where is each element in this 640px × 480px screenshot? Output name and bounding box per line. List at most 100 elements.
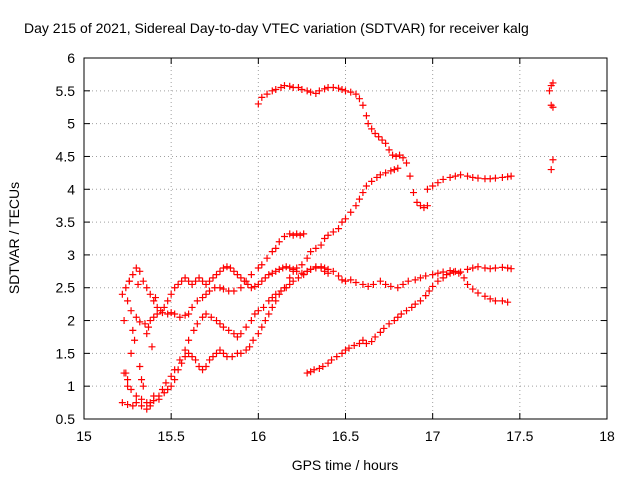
data-point bbox=[233, 271, 241, 279]
data-point bbox=[293, 230, 301, 238]
data-point bbox=[254, 307, 262, 315]
data-point bbox=[481, 264, 489, 272]
data-point bbox=[310, 366, 318, 374]
data-point bbox=[300, 271, 308, 279]
data-point bbox=[380, 324, 388, 332]
data-point bbox=[277, 287, 285, 295]
series-arc-mid-b bbox=[124, 230, 308, 328]
data-point bbox=[298, 269, 306, 277]
data-point bbox=[151, 294, 159, 302]
data-point bbox=[272, 86, 280, 94]
data-point bbox=[122, 369, 130, 377]
data-point bbox=[389, 151, 397, 159]
data-point bbox=[164, 310, 172, 318]
data-point bbox=[342, 87, 349, 95]
data-point bbox=[158, 385, 166, 393]
data-point bbox=[162, 379, 170, 387]
data-point bbox=[368, 177, 376, 185]
series-isolated bbox=[545, 79, 557, 174]
data-point bbox=[233, 333, 241, 341]
data-point bbox=[342, 277, 349, 285]
data-point bbox=[207, 313, 215, 321]
data-point bbox=[148, 343, 156, 351]
x-tick-label: 16.5 bbox=[332, 428, 359, 444]
data-point bbox=[387, 282, 395, 290]
data-point bbox=[549, 156, 557, 164]
y-tick-label: 4.5 bbox=[56, 148, 76, 164]
data-point bbox=[223, 263, 231, 271]
data-point bbox=[352, 278, 360, 286]
data-point bbox=[376, 328, 384, 336]
data-point bbox=[185, 277, 193, 285]
data-point bbox=[124, 382, 132, 390]
data-point bbox=[272, 297, 280, 305]
data-point bbox=[286, 264, 294, 272]
data-point bbox=[464, 172, 472, 180]
data-point bbox=[216, 284, 224, 292]
data-point bbox=[317, 241, 325, 249]
data-point bbox=[129, 326, 137, 334]
data-point bbox=[193, 297, 201, 305]
data-point bbox=[181, 346, 189, 354]
data-point bbox=[219, 323, 227, 331]
data-point bbox=[434, 179, 442, 187]
data-point bbox=[249, 336, 257, 344]
data-point bbox=[242, 346, 250, 354]
data-point bbox=[150, 313, 158, 321]
data-point bbox=[355, 340, 363, 348]
data-point bbox=[312, 264, 320, 272]
data-point bbox=[202, 310, 210, 318]
data-point bbox=[491, 174, 499, 182]
data-point bbox=[181, 353, 189, 361]
data-point bbox=[242, 323, 250, 331]
data-point bbox=[209, 353, 217, 361]
data-point bbox=[409, 189, 417, 197]
data-point bbox=[446, 269, 454, 277]
data-point bbox=[286, 230, 294, 238]
data-points bbox=[118, 79, 557, 413]
data-point bbox=[275, 265, 283, 273]
data-point bbox=[486, 175, 494, 183]
data-point bbox=[145, 323, 153, 331]
data-point bbox=[491, 297, 499, 305]
data-point bbox=[185, 336, 193, 344]
y-tick-labels: 0.5 1 1.5 2 2.5 3 3.5 4 4.5 5 5.5 6 bbox=[56, 50, 76, 427]
y-tick-label: 3.5 bbox=[56, 214, 76, 230]
data-point bbox=[230, 267, 238, 275]
data-point bbox=[209, 274, 217, 282]
data-point bbox=[265, 310, 273, 318]
data-point bbox=[464, 265, 472, 273]
data-point bbox=[439, 274, 447, 282]
y-tick-label: 1.5 bbox=[56, 345, 76, 361]
data-point bbox=[422, 292, 430, 300]
data-point bbox=[136, 362, 144, 370]
y-tick-label: 0.5 bbox=[56, 411, 76, 427]
data-point bbox=[258, 261, 266, 269]
data-point bbox=[199, 366, 207, 374]
data-point bbox=[155, 392, 163, 400]
data-point bbox=[185, 349, 193, 357]
data-point bbox=[429, 271, 437, 279]
data-point bbox=[347, 208, 355, 216]
data-point bbox=[362, 112, 370, 120]
data-point bbox=[481, 292, 489, 300]
data-point bbox=[321, 85, 329, 93]
grid bbox=[84, 58, 607, 419]
data-point bbox=[279, 264, 287, 272]
data-point bbox=[321, 235, 329, 242]
data-point bbox=[329, 228, 337, 236]
data-point bbox=[206, 277, 214, 285]
data-point bbox=[188, 280, 196, 288]
data-point bbox=[122, 284, 130, 292]
data-point bbox=[504, 298, 512, 306]
data-point bbox=[385, 320, 393, 328]
data-point bbox=[247, 271, 255, 279]
data-point bbox=[251, 310, 259, 318]
data-point bbox=[286, 82, 294, 90]
data-point bbox=[206, 356, 214, 364]
data-point bbox=[202, 290, 210, 298]
data-point bbox=[294, 274, 302, 282]
data-point bbox=[450, 268, 458, 276]
data-point bbox=[335, 225, 343, 233]
data-point bbox=[464, 280, 472, 288]
